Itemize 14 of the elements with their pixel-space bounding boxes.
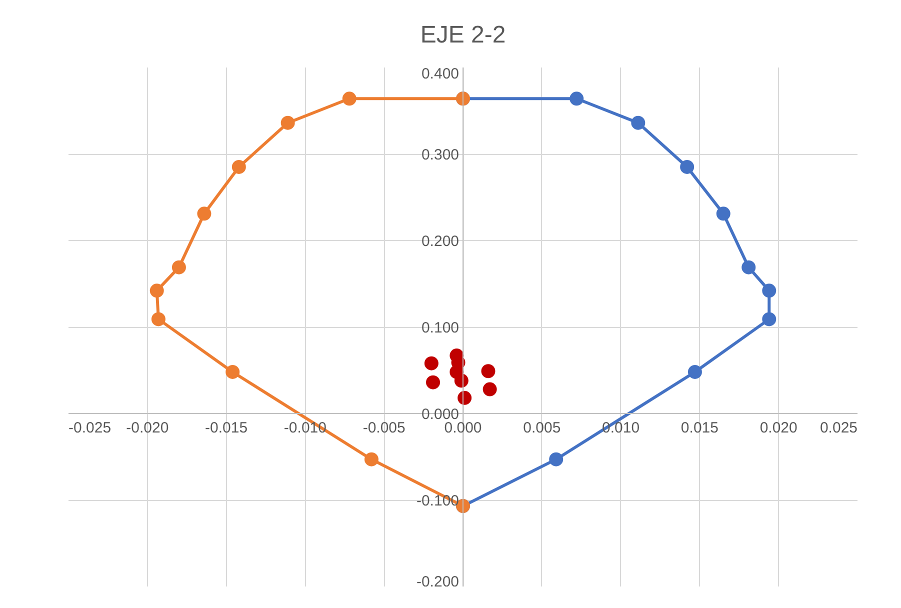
- x-tick-label: -0.005: [362, 420, 406, 436]
- y-tick-label: 0.200: [421, 233, 460, 250]
- x-tick-label: 0.020: [760, 420, 798, 436]
- y-tick-label: -0.200: [416, 574, 460, 590]
- y-tick-label: 0.100: [421, 320, 460, 336]
- x-tick-label: 0.025: [820, 420, 858, 436]
- y-tick-label: 0.400: [421, 66, 460, 82]
- x-tick-label: 0.005: [523, 420, 561, 436]
- x-tick-label: -0.015: [205, 420, 248, 436]
- chart-title: EJE 2-2: [420, 22, 506, 48]
- x-tick-label: -0.025: [68, 420, 112, 436]
- x-tick-label: 0.015: [680, 420, 718, 436]
- x-tick-label: -0.020: [126, 420, 169, 436]
- y-tick-label: 0.300: [421, 146, 460, 164]
